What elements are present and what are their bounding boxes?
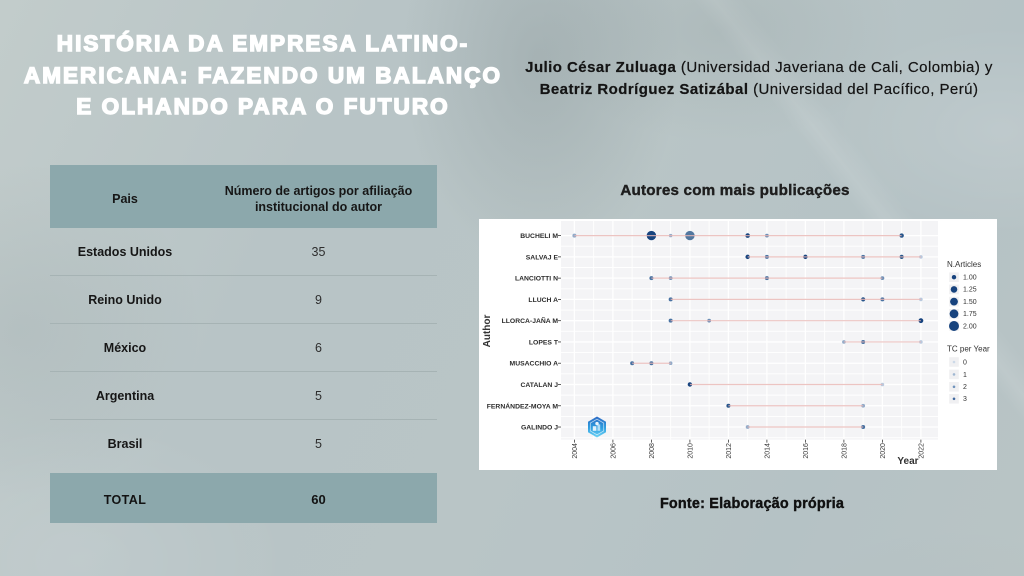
svg-text:1.25: 1.25 [963,287,977,294]
svg-text:2006: 2006 [610,443,617,459]
svg-text:TC per Year: TC per Year [947,345,990,354]
svg-text:2008: 2008 [649,443,656,459]
svg-text:1.00: 1.00 [963,275,977,282]
svg-text:2004: 2004 [572,443,579,459]
svg-text:Author: Author [482,315,493,348]
svg-text:MUSACCHIO A: MUSACCHIO A [510,361,559,368]
svg-text:2022: 2022 [918,443,925,459]
svg-text:1.75: 1.75 [963,311,977,318]
svg-text:2018: 2018 [841,443,848,459]
svg-text:SALVAJ E: SALVAJ E [526,254,559,261]
svg-text:1: 1 [963,372,967,379]
svg-text:2020: 2020 [880,443,887,459]
svg-text:2012: 2012 [726,443,733,459]
svg-text:2.00: 2.00 [963,323,977,330]
svg-text:CATALAN J: CATALAN J [520,382,558,389]
svg-text:1.50: 1.50 [963,299,977,306]
svg-text:Year: Year [897,456,918,467]
svg-text:2010: 2010 [687,443,694,459]
svg-text:0: 0 [963,359,967,366]
svg-text:2014: 2014 [764,443,771,459]
svg-text:LOPES T: LOPES T [529,339,559,346]
svg-text:N.Articles: N.Articles [947,260,981,269]
svg-text:LANCIOTTI N: LANCIOTTI N [515,276,558,283]
svg-text:2016: 2016 [803,443,810,459]
svg-text:3: 3 [963,396,967,403]
svg-text:FERNÁNDEZ-MOYA M: FERNÁNDEZ-MOYA M [487,401,559,410]
svg-text:BUCHELI M: BUCHELI M [520,233,558,240]
svg-text:LLUCH A: LLUCH A [528,297,558,304]
svg-text:2: 2 [963,384,967,391]
svg-text:GALINDO J: GALINDO J [521,425,558,432]
svg-text:LLORCA-JAÑA M: LLORCA-JAÑA M [502,316,559,325]
